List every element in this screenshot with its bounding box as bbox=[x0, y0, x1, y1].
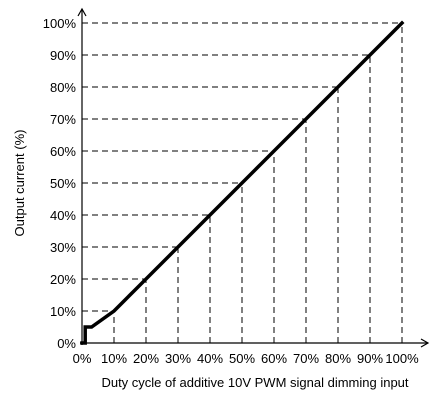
y-tick-label: 100% bbox=[43, 16, 77, 31]
series-line bbox=[80, 20, 405, 345]
x-tick-label: 60% bbox=[261, 351, 287, 366]
y-tick-label: 0% bbox=[57, 336, 76, 351]
tick-labels: 0%10%20%30%40%50%60%70%80%90%100%0% 10% 20… bbox=[43, 16, 419, 366]
y-tick-label: 90% bbox=[50, 48, 76, 63]
guide-lines bbox=[82, 22, 403, 343]
x-tick-label: 30% bbox=[165, 351, 191, 366]
y-tick-label: 80% bbox=[50, 80, 76, 95]
x-tick-label: 100% bbox=[385, 351, 419, 366]
y-tick-label: 70% bbox=[50, 112, 76, 127]
series bbox=[80, 20, 405, 345]
y-tick-label: 30% bbox=[50, 240, 76, 255]
y-tick-label: 40% bbox=[50, 208, 76, 223]
x-tick-label: 70% bbox=[293, 351, 319, 366]
y-axis-arrow bbox=[77, 7, 87, 17]
x-tick-label: 90% bbox=[357, 351, 383, 366]
x-axis-label: Duty cycle of additive 10V PWM signal di… bbox=[101, 375, 408, 390]
y-tick-label: 20% bbox=[50, 272, 76, 287]
y-tick-label: 50% bbox=[50, 176, 76, 191]
x-tick-label: 80% bbox=[325, 351, 351, 366]
x-tick-label: 10% bbox=[101, 351, 127, 366]
x-tick-label: 20% bbox=[133, 351, 159, 366]
y-tick-label: 10% bbox=[50, 304, 76, 319]
x-tick-label: 50% bbox=[229, 351, 255, 366]
x-axis-arrow bbox=[420, 338, 430, 348]
axes bbox=[77, 7, 430, 348]
x-tick-label: 40% bbox=[197, 351, 223, 366]
y-tick-label: 60% bbox=[50, 144, 76, 159]
y-axis-label: Output current (%) bbox=[12, 130, 27, 237]
x-tick-label: 0% bbox=[73, 351, 92, 366]
